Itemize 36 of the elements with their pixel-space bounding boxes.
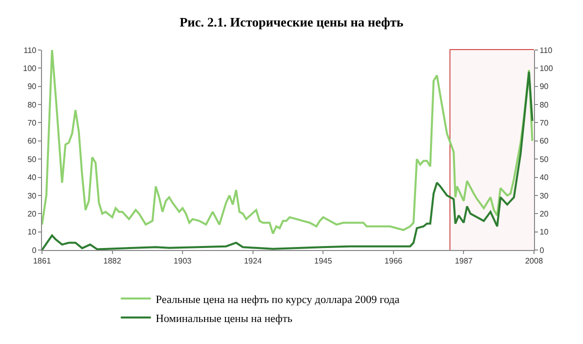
line-series bbox=[42, 50, 534, 235]
x-tick-label: 1924 bbox=[244, 256, 262, 266]
y2-tick-label: 70 bbox=[540, 118, 550, 128]
y-tick-label: 100 bbox=[23, 64, 37, 73]
y2-tick-label: 60 bbox=[540, 136, 550, 146]
y-tick-label: 50 bbox=[27, 154, 37, 164]
y-tick-label: 40 bbox=[27, 173, 37, 182]
y2-tick-label: 50 bbox=[540, 154, 550, 164]
x-tick-label: 1987 bbox=[454, 256, 474, 266]
y-tick-label: 60 bbox=[27, 136, 37, 146]
legend-label: Реальные цена на нефть по курсу доллара 2009 года bbox=[156, 294, 400, 306]
x-tick-label: 1882 bbox=[103, 256, 122, 266]
y2-tick-label: 40 bbox=[540, 173, 550, 182]
y2-tick-label: 20 bbox=[540, 209, 550, 218]
y-tick-label: 0 bbox=[32, 246, 37, 255]
y-tick-label: 30 bbox=[27, 191, 37, 200]
y-tick-label: 10 bbox=[27, 228, 37, 237]
chart-title: Рис. 2.1. Исторические цены на нефть bbox=[180, 14, 404, 30]
y-tick-label: 20 bbox=[27, 209, 37, 218]
x-tick-label: 1861 bbox=[33, 256, 52, 266]
x-tick-label: 2008 bbox=[525, 256, 544, 266]
y-tick-label: 80 bbox=[27, 100, 37, 110]
x-tick-label: 1903 bbox=[174, 256, 192, 266]
y2-tick-label: 110 bbox=[540, 46, 553, 55]
y-tick-label: 70 bbox=[27, 118, 37, 128]
x-tick-label: 1966 bbox=[384, 256, 403, 266]
y2-tick-label: 100 bbox=[540, 64, 554, 73]
y2-tick-label: 90 bbox=[540, 82, 550, 92]
y-tick-label: 90 bbox=[27, 82, 37, 92]
y2-tick-label: 10 bbox=[540, 228, 550, 237]
y2-tick-label: 0 bbox=[540, 246, 545, 255]
y2-tick-label: 80 bbox=[540, 100, 550, 110]
y2-tick-label: 30 bbox=[540, 191, 550, 200]
x-tick-label: 1945 bbox=[314, 256, 333, 266]
legend-label: Номинальные цены на нефть bbox=[156, 312, 292, 325]
y-tick-label: 110 bbox=[24, 46, 37, 55]
